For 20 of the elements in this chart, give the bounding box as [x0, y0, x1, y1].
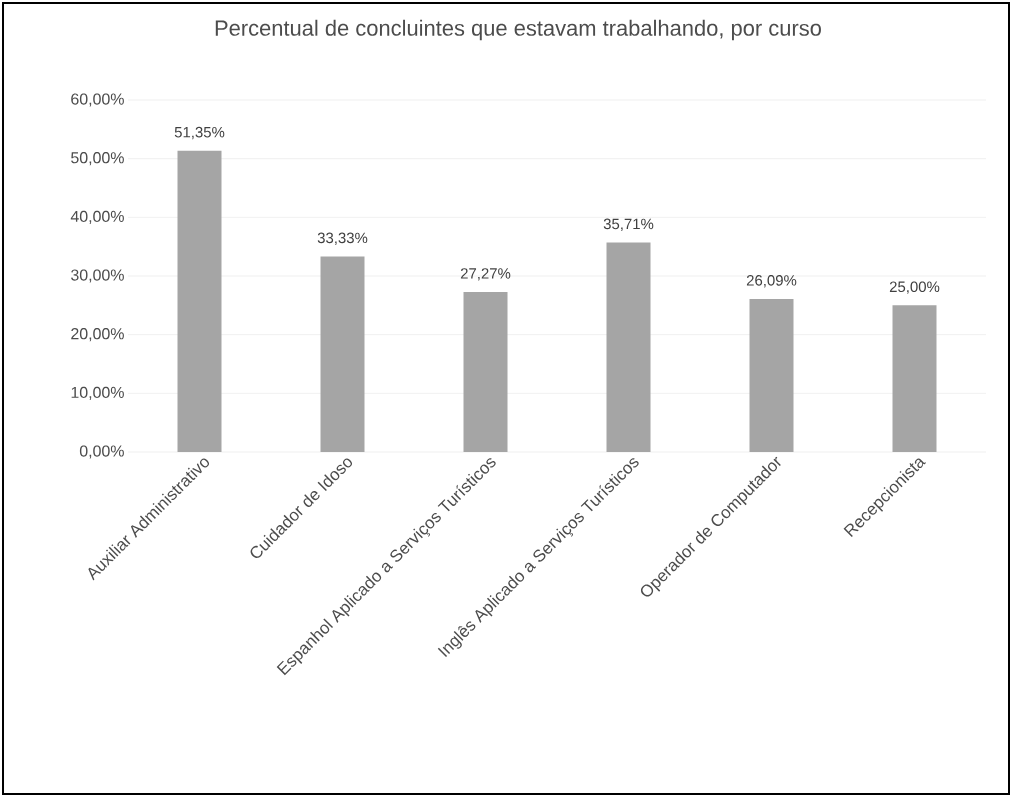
y-tick-label: 60,00%: [71, 93, 124, 107]
y-tick-label: 50,00%: [71, 152, 124, 166]
data-label: 35,71%: [603, 218, 654, 231]
bar: [320, 256, 365, 452]
data-label: 33,33%: [317, 232, 368, 245]
chart-title: Percentual de concluintes que estavam trabalhando, por curso: [215, 19, 821, 41]
y-tick-label: 0,00%: [79, 445, 124, 459]
data-label: 25,00%: [889, 281, 940, 294]
y-tick-label: 20,00%: [71, 328, 124, 342]
bar: [892, 305, 937, 452]
data-label: 27,27%: [460, 268, 511, 281]
data-label: 26,09%: [746, 275, 797, 288]
y-tick-label: 40,00%: [70, 210, 124, 224]
bar: [749, 298, 794, 452]
data-label: 51,35%: [174, 126, 225, 140]
bar: [463, 292, 508, 452]
y-tick-label: 10,00%: [71, 386, 124, 400]
bar: [606, 242, 651, 452]
y-tick-label: 30,00%: [71, 269, 124, 283]
bar: [177, 150, 222, 452]
